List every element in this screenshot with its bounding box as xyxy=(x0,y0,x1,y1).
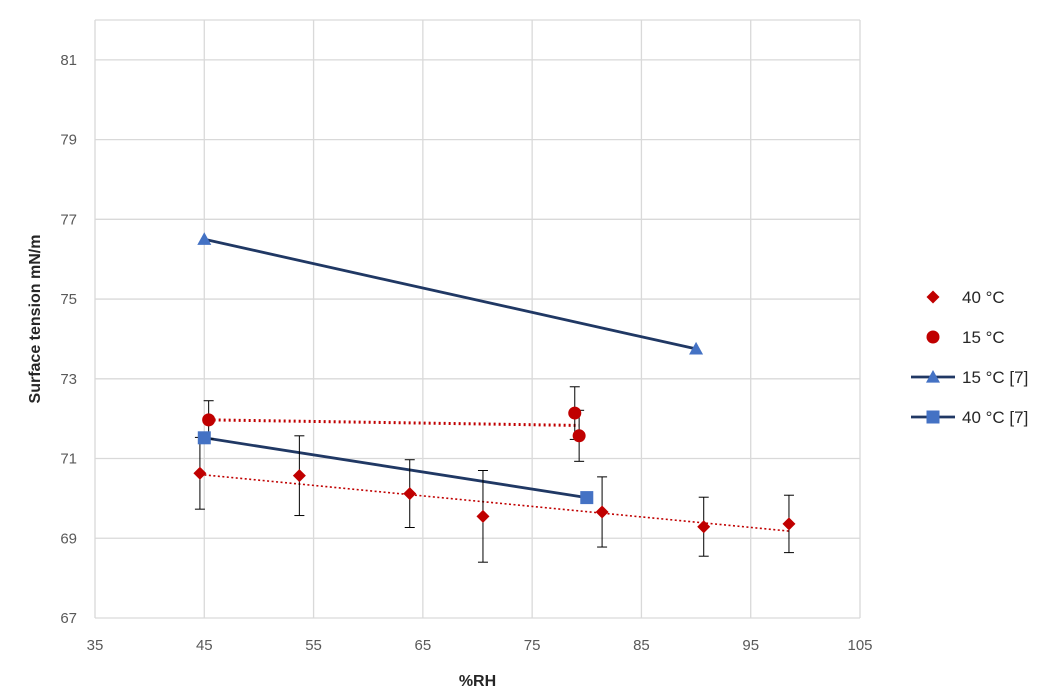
point-15-c xyxy=(572,429,586,443)
point-40-c xyxy=(595,505,609,519)
legend-marker-15-c xyxy=(926,330,940,344)
x-tick-label: 75 xyxy=(524,637,541,654)
x-tick-label: 55 xyxy=(305,637,322,654)
legend-label-40-c-7: 40 °C [7] xyxy=(962,408,1028,427)
x-tick-label: 85 xyxy=(633,637,650,654)
legend-label-15-c-7: 15 °C [7] xyxy=(962,368,1028,387)
point-15-c xyxy=(568,406,582,420)
data-markers xyxy=(193,232,796,534)
x-tick-labels: 35 45 55 65 75 85 95 105 xyxy=(87,637,873,654)
point-40-c xyxy=(292,469,306,483)
y-axis-title: Surface tension mN/m xyxy=(27,235,44,404)
x-tick-label: 65 xyxy=(415,637,432,654)
error-bars xyxy=(194,386,794,563)
point-40-c xyxy=(193,466,207,480)
y-tick-label: 79 xyxy=(60,132,77,149)
y-tick-label: 75 xyxy=(60,291,77,308)
y-tick-label: 73 xyxy=(60,371,77,388)
legend-marker-40-c xyxy=(926,290,940,304)
trendline-15-c xyxy=(208,418,580,427)
series-line-40-c-7 xyxy=(204,436,588,499)
x-tick-label: 95 xyxy=(742,637,759,654)
gridlines xyxy=(94,19,861,619)
legend-label-40-c: 40 °C xyxy=(962,288,1005,307)
point-15-c-7 xyxy=(689,341,704,355)
legend-label-15-c: 15 °C xyxy=(962,328,1005,347)
point-40-c-7 xyxy=(197,431,211,445)
x-tick-label: 105 xyxy=(847,637,872,654)
legend-marker-15-c-7 xyxy=(926,370,940,383)
x-tick-label: 35 xyxy=(87,637,104,654)
legend-marker-40-c-7 xyxy=(926,410,940,424)
point-40-c xyxy=(697,520,711,534)
point-40-c xyxy=(782,517,796,531)
y-tick-label: 69 xyxy=(60,530,77,547)
y-tick-label: 71 xyxy=(60,451,77,468)
y-tick-label: 81 xyxy=(60,52,77,69)
legend: 40 °C 15 °C 15 °C [7] 40 °C [7] xyxy=(911,288,1028,427)
y-tick-label: 67 xyxy=(60,610,77,627)
point-40-c xyxy=(476,509,490,523)
point-15-c xyxy=(202,413,216,427)
y-tick-labels: 67 69 71 73 75 77 79 81 xyxy=(60,52,77,627)
x-tick-label: 45 xyxy=(196,637,213,654)
series-lines xyxy=(199,237,790,532)
point-15-c-7 xyxy=(197,232,212,245)
y-tick-label: 77 xyxy=(60,211,77,228)
series-line-15-c-7 xyxy=(203,237,697,351)
point-40-c xyxy=(403,487,417,501)
point-40-c-7 xyxy=(580,491,594,505)
x-axis-title: %RH xyxy=(459,673,496,690)
